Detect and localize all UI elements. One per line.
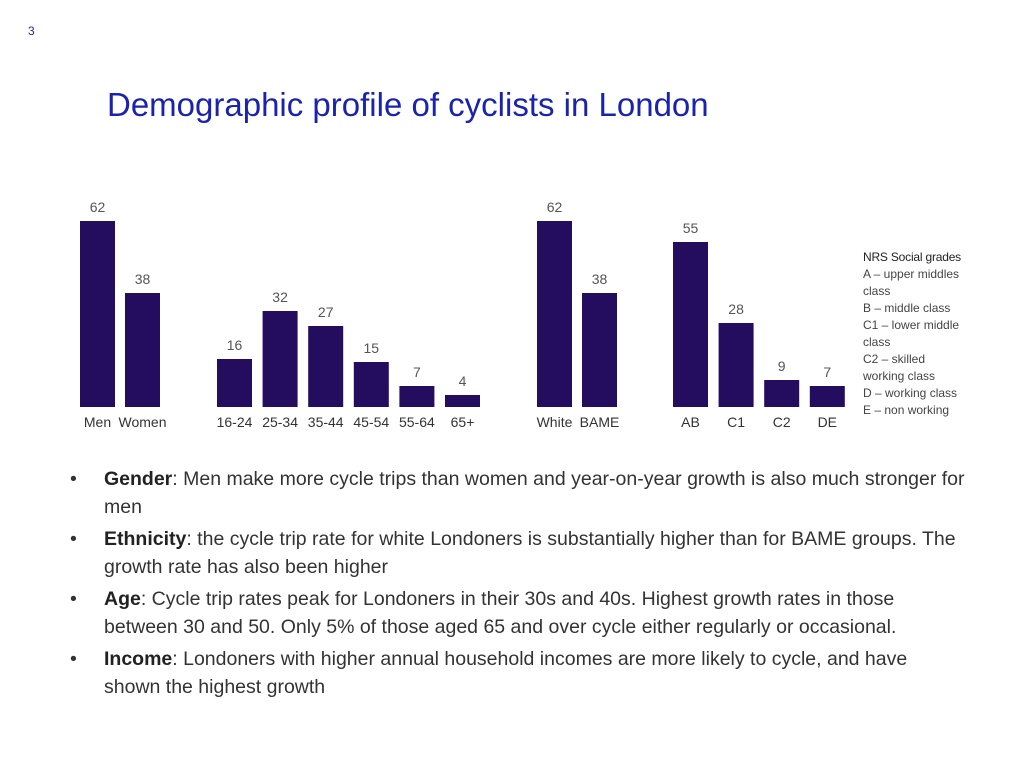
legend-title: NRS Social grades — [863, 250, 961, 264]
category-label: 45-54 — [353, 414, 389, 430]
finding-gender: • Gender: Men make more cycle trips than… — [68, 466, 968, 521]
bar-value-label: 4 — [459, 373, 467, 389]
legend-line: class — [863, 284, 891, 298]
bar-value-label: 55 — [683, 220, 699, 236]
category-label: DE — [818, 414, 837, 430]
bar-chart-2: 16 16-24 32 25-34 27 35-44 15 45-54 7 55-64 4 65+ — [217, 289, 480, 430]
bar-Men — [80, 221, 115, 407]
bar-chart-4: 55 AB 28 C1 9 C2 7 DE — [673, 220, 845, 430]
bullet-icon: • — [70, 468, 77, 490]
bar-value-label: 16 — [227, 337, 243, 353]
category-label: BAME — [580, 414, 620, 430]
legend-line: E – non working — [863, 403, 950, 417]
findings-list: • Gender: Men make more cycle trips than… — [68, 466, 968, 706]
bar-35-44 — [308, 326, 344, 407]
category-label: White — [537, 414, 573, 430]
bar-value-label: 28 — [728, 301, 744, 317]
bar-C2 — [764, 380, 800, 407]
page-number: 3 — [28, 24, 35, 38]
bar-65+ — [445, 395, 480, 407]
bar-value-label: 7 — [413, 364, 421, 380]
legend-line: working class — [863, 369, 936, 383]
bar-chart-1: 62 Men 38 Women — [80, 199, 166, 430]
category-label: C1 — [727, 414, 745, 430]
bar-value-label: 9 — [778, 358, 786, 374]
bar-16-24 — [217, 359, 252, 407]
bar-value-label: 15 — [364, 340, 380, 356]
finding-ethnicity: • Ethnicity: the cycle trip rate for whi… — [68, 526, 968, 581]
bullet-icon: • — [70, 648, 77, 670]
finding-text: : Cycle trip rates peak for Londoners in… — [104, 588, 897, 638]
legend-line: A – upper middles — [863, 267, 960, 281]
bullet-icon: • — [70, 528, 77, 550]
legend-line: C1 – lower middle — [863, 318, 960, 332]
bar-White — [537, 221, 572, 407]
bar-value-label: 32 — [272, 289, 288, 305]
finding-age: • Age: Cycle trip rates peak for Londone… — [68, 586, 968, 641]
bar-45-54 — [353, 362, 389, 407]
bar-BAME — [582, 293, 617, 407]
page-title: Demographic profile of cyclists in Londo… — [107, 86, 709, 123]
legend-line: D – working class — [863, 386, 958, 400]
finding-text: : Londoners with higher annual household… — [104, 648, 908, 698]
category-label: 55-64 — [399, 414, 435, 430]
bar-DE — [809, 386, 845, 407]
bar-value-label: 38 — [135, 271, 151, 287]
finding-label: Gender — [104, 468, 173, 490]
bar-C1 — [718, 323, 754, 407]
bar-Women — [125, 293, 160, 407]
legend-line: C2 – skilled — [863, 352, 926, 366]
finding-text: : Men make more cycle trips than women a… — [104, 468, 965, 518]
category-label: AB — [681, 414, 700, 430]
bullet-icon: • — [70, 588, 77, 610]
finding-label: Age — [104, 588, 141, 610]
legend-line: B – middle class — [863, 301, 951, 315]
bar-55-64 — [399, 386, 435, 407]
category-label: 25-34 — [262, 414, 298, 430]
bar-value-label: 38 — [592, 271, 608, 287]
bar-AB — [673, 242, 708, 407]
category-label: 16-24 — [217, 414, 253, 430]
category-label: 65+ — [451, 414, 475, 430]
category-label: 35-44 — [308, 414, 344, 430]
bar-value-label: 7 — [823, 364, 831, 380]
demographic-bar-charts: 62 Men 38 Women 16 16-24 32 25-34 27 35-44 15 45-54… — [80, 199, 845, 430]
finding-label: Ethnicity — [104, 528, 187, 550]
category-label: Men — [84, 414, 111, 430]
social-grades-legend: NRS Social grades A – upper middles clas… — [863, 249, 983, 419]
bar-chart-3: 62 White 38 BAME — [537, 199, 620, 430]
bar-value-label: 62 — [547, 199, 563, 215]
category-label: C2 — [773, 414, 791, 430]
category-label: Women — [119, 414, 167, 430]
bar-25-34 — [262, 311, 298, 407]
finding-text: : the cycle trip rate for white Londoner… — [104, 528, 956, 578]
bar-value-label: 62 — [90, 199, 106, 215]
finding-income: • Income: Londoners with higher annual h… — [68, 646, 968, 701]
finding-label: Income — [104, 648, 173, 670]
bar-value-label: 27 — [318, 304, 334, 320]
legend-line: class — [863, 335, 891, 349]
